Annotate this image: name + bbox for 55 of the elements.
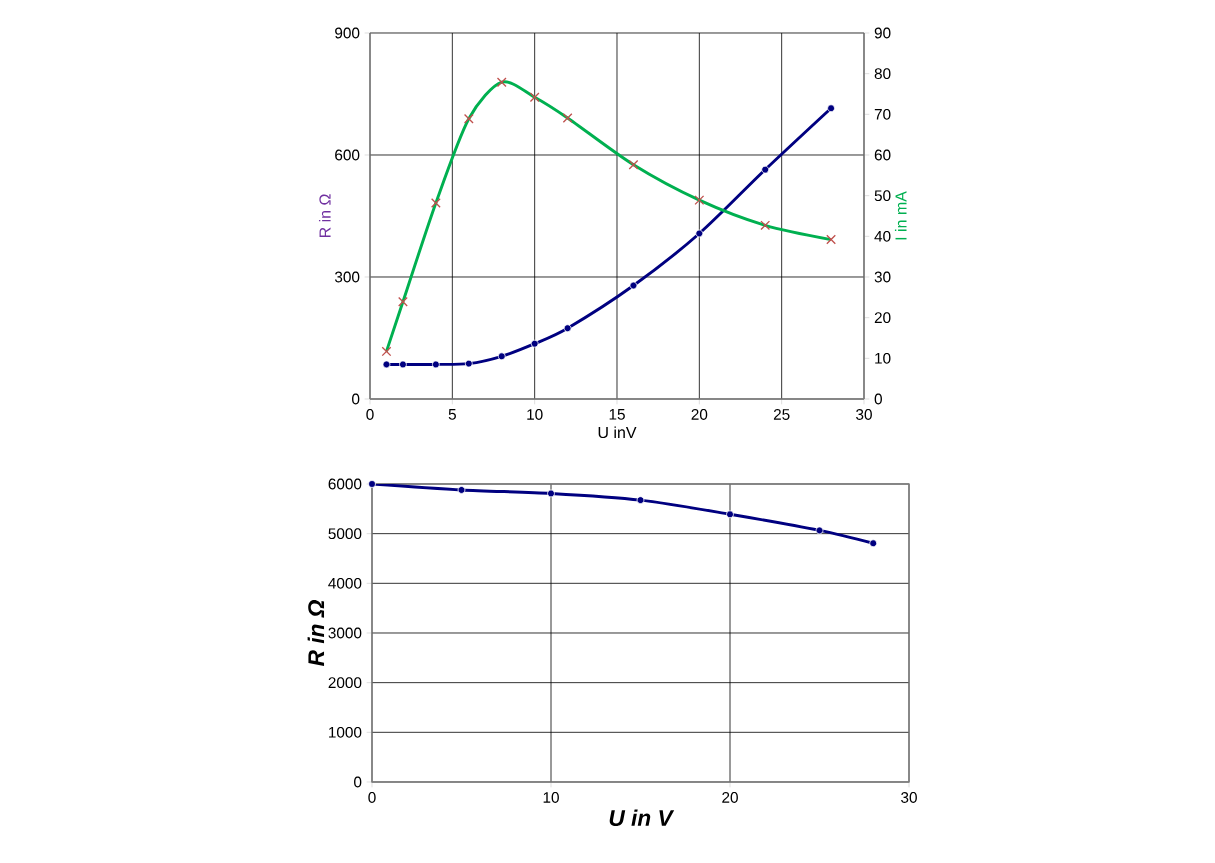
y-tick-label: 3000: [328, 627, 362, 639]
y2-tick-label: 20: [874, 312, 891, 324]
y2-tick-label: 60: [874, 149, 891, 161]
x-tick-label: 15: [609, 409, 625, 420]
point: [382, 360, 391, 369]
y2-tick-label: 30: [874, 271, 891, 283]
y-tick-label: 5000: [328, 528, 362, 540]
x-tick-label: 30: [901, 792, 917, 803]
y-axis-title: R in Ω: [307, 600, 325, 666]
y-axis-title: R in Ω: [318, 194, 331, 238]
x-tick-label: 10: [527, 409, 543, 420]
y-tick-label: 600: [335, 149, 360, 161]
point: [827, 104, 835, 113]
y-tick-label: 0: [354, 776, 362, 788]
point: [815, 526, 824, 535]
point: [695, 229, 704, 238]
point: [399, 360, 407, 369]
x-tick-label: 5: [448, 409, 456, 420]
point: [726, 510, 734, 519]
x-axis-title: U in V: [609, 809, 675, 827]
point: [636, 496, 645, 504]
x-tick-label: 20: [722, 792, 738, 803]
y-tick-label: 2000: [328, 677, 362, 689]
y2-tick-label: 70: [874, 108, 891, 120]
y-tick-label: 900: [335, 27, 360, 39]
x-tick-label: 30: [856, 409, 872, 420]
y-tick-label: 1000: [329, 726, 362, 738]
point: [432, 360, 440, 369]
point: [530, 339, 539, 348]
y2-tick-label: 10: [875, 352, 891, 364]
x-tick-label: 0: [368, 792, 376, 803]
y-tick-label: 6000: [328, 478, 362, 490]
y2-tick-label: 0: [874, 393, 882, 405]
y-tick-label: 300: [334, 271, 360, 283]
point: [457, 486, 466, 494]
y2-tick-label: 50: [874, 190, 891, 202]
y-tick-label: 4000: [328, 577, 362, 589]
x-tick-label: 25: [773, 409, 790, 420]
point: [761, 165, 770, 174]
point: [869, 539, 878, 548]
x-tick-label: 0: [366, 409, 374, 420]
y2-tick-label: 90: [874, 27, 891, 39]
x-axis-title: U inV: [598, 426, 637, 439]
point: [497, 352, 506, 361]
x-tick-label: 20: [691, 409, 708, 420]
point: [368, 480, 376, 488]
point: [563, 324, 572, 333]
y-tick-label: 0: [352, 393, 360, 405]
y2-tick-label: 80: [874, 68, 891, 80]
point: [629, 281, 638, 290]
point: [464, 359, 473, 368]
y2-axis-title: I in mA: [894, 191, 907, 240]
x-tick-label: 10: [543, 792, 559, 803]
y2-tick-label: 40: [874, 230, 891, 242]
point: [547, 489, 555, 498]
